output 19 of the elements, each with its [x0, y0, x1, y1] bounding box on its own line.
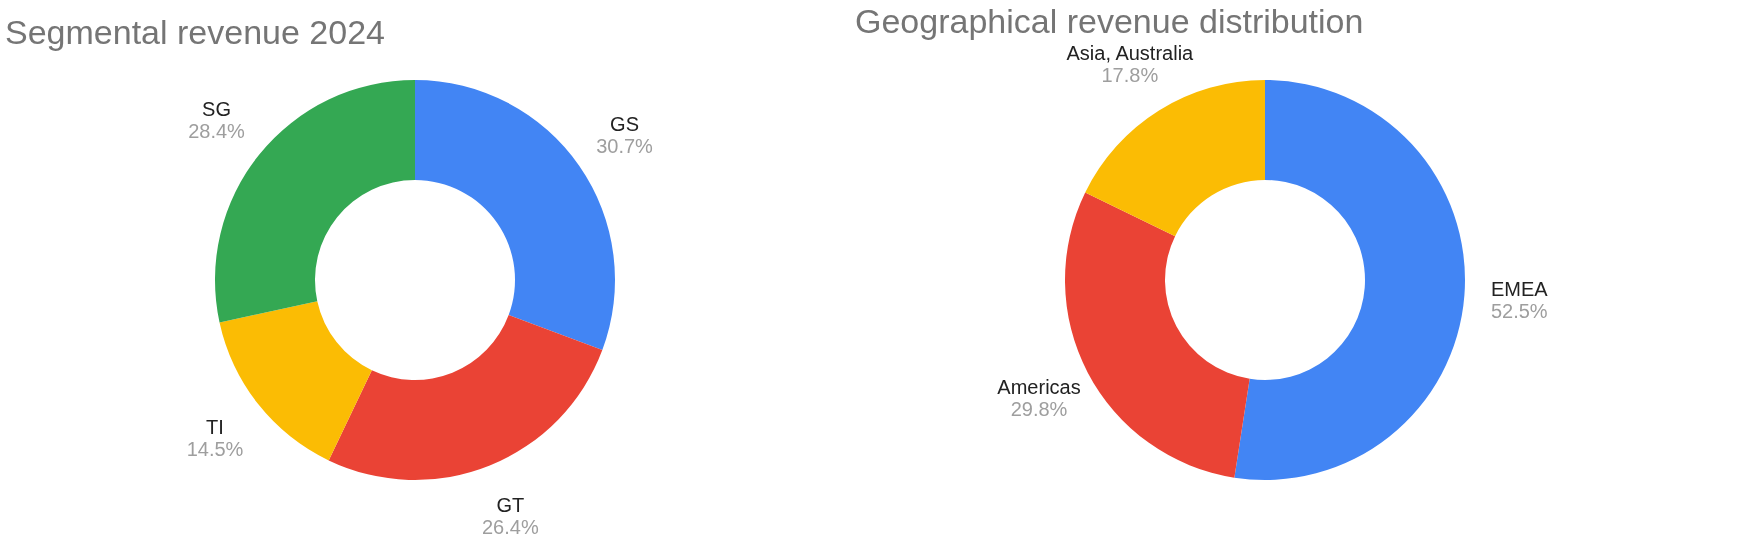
chart-title: Geographical revenue distribution [855, 1, 1364, 40]
data-label: 14.5% [186, 438, 244, 461]
slice-label: EMEA [1490, 277, 1549, 300]
slice-label: Asia, Australia [1066, 41, 1195, 64]
data-label: 29.8% [1010, 398, 1068, 421]
donut-slice [328, 315, 603, 480]
slice-label: Americas [997, 376, 1081, 399]
data-label: 30.7% [596, 134, 654, 157]
data-label: 26.4% [482, 516, 539, 538]
slice-label: SG [202, 97, 231, 120]
data-label: 28.4% [188, 119, 246, 142]
donut-slice [1234, 80, 1465, 480]
chart-title: Segmental revenue 2024 [5, 13, 385, 51]
donut-slice [1085, 80, 1265, 237]
data-label: 17.8% [1101, 63, 1159, 86]
slice-label: GT [496, 494, 525, 517]
data-label: 52.5% [1490, 299, 1548, 322]
slice-label: GS [610, 112, 639, 135]
slice-label: TI [206, 416, 224, 439]
